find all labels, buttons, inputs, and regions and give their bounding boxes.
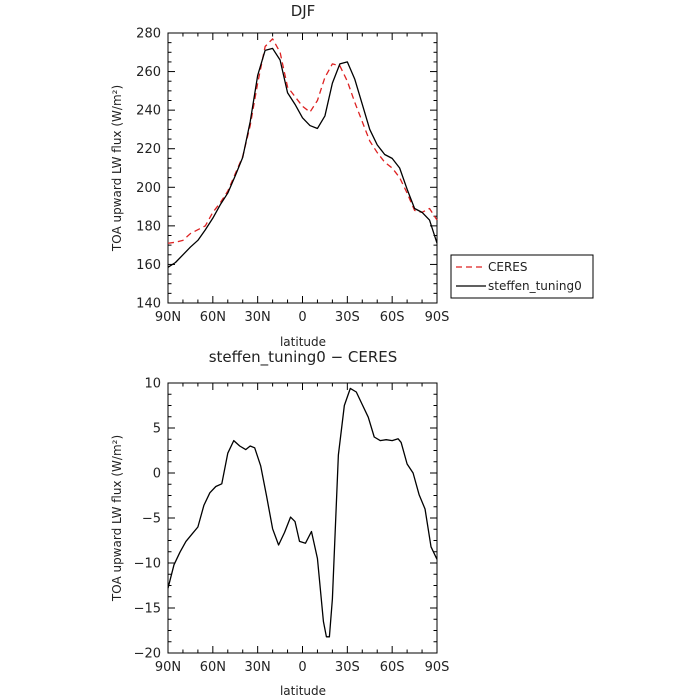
top-y-tick-label: 140 bbox=[136, 297, 161, 312]
bottom-y-tick-label: −5 bbox=[142, 512, 161, 527]
top-ticks: 90N 60N 30N 0 30S 60S 90S 140 160 180 200 220 240 260… bbox=[136, 27, 449, 326]
top-y-axis-title: TOA upward LW flux (W/m²) bbox=[110, 85, 124, 252]
bottom-panel-title: steffen_tuning0 − CERES bbox=[209, 348, 398, 367]
bottom-y-tick-label: −20 bbox=[134, 647, 161, 662]
top-y-tick-label: 220 bbox=[136, 142, 161, 157]
bottom-x-axis-title: latitude bbox=[280, 684, 326, 698]
top-y-tick-label: 260 bbox=[136, 65, 161, 80]
top-y-tick-label: 280 bbox=[136, 27, 161, 42]
bottom-x-tick-label: 90N bbox=[155, 660, 181, 675]
legend-model-label: steffen_tuning0 bbox=[488, 279, 582, 293]
top-x-tick-label: 90N bbox=[155, 310, 181, 325]
bottom-x-tick-label: 60S bbox=[380, 660, 405, 675]
bottom-x-tick-label: 0 bbox=[298, 660, 306, 675]
top-y-tick-label: 180 bbox=[136, 219, 161, 234]
bottom-y-axis-title: TOA upward LW flux (W/m²) bbox=[110, 435, 124, 602]
top-panel: DJF 90N 60N 30N 0 30S 60S 90S 140 160 180 200 220 24… bbox=[110, 2, 449, 349]
legend: CERES steffen_tuning0 bbox=[450, 254, 594, 299]
top-x-tick-label: 90S bbox=[425, 310, 450, 325]
top-series-line-ceres bbox=[167, 38, 438, 244]
bottom-ticks: 90N 60N 30N 0 30S 60S 90S −20 −15 −10 −5 0 5 10 bbox=[134, 377, 450, 676]
bottom-y-tick-label: 5 bbox=[153, 422, 161, 437]
top-panel-title: DJF bbox=[291, 2, 316, 20]
bottom-x-tick-label: 90S bbox=[425, 660, 450, 675]
bottom-plot-frame bbox=[167, 382, 438, 654]
top-y-tick-label: 160 bbox=[136, 258, 161, 273]
bottom-lines bbox=[167, 387, 438, 638]
top-x-tick-label: 60N bbox=[200, 310, 226, 325]
bottom-y-tick-label: −10 bbox=[134, 557, 161, 572]
top-x-axis-title: latitude bbox=[280, 335, 326, 349]
bottom-series-line-difference bbox=[167, 387, 438, 638]
bottom-x-tick-label: 30N bbox=[245, 660, 271, 675]
top-y-tick-label: 200 bbox=[136, 181, 161, 196]
bottom-y-tick-label: −15 bbox=[134, 602, 161, 617]
bottom-x-tick-label: 30S bbox=[335, 660, 360, 675]
top-x-tick-label: 60S bbox=[380, 310, 405, 325]
top-x-tick-label: 30N bbox=[245, 310, 271, 325]
top-x-tick-label: 0 bbox=[298, 310, 306, 325]
bottom-x-tick-label: 60N bbox=[200, 660, 226, 675]
top-plot-frame bbox=[167, 32, 438, 304]
legend-ceres-label: CERES bbox=[488, 260, 528, 274]
legend-box bbox=[450, 254, 594, 299]
bottom-y-tick-label: 10 bbox=[144, 377, 161, 392]
top-lines bbox=[167, 38, 438, 268]
top-x-tick-label: 30S bbox=[335, 310, 360, 325]
bottom-y-tick-label: 0 bbox=[153, 467, 161, 482]
top-series-line-steffen-tuning0 bbox=[167, 47, 438, 268]
bottom-panel: steffen_tuning0 − CERES 90N 60N 30N 0 30S 60S… bbox=[110, 348, 449, 698]
top-y-tick-label: 240 bbox=[136, 104, 161, 119]
